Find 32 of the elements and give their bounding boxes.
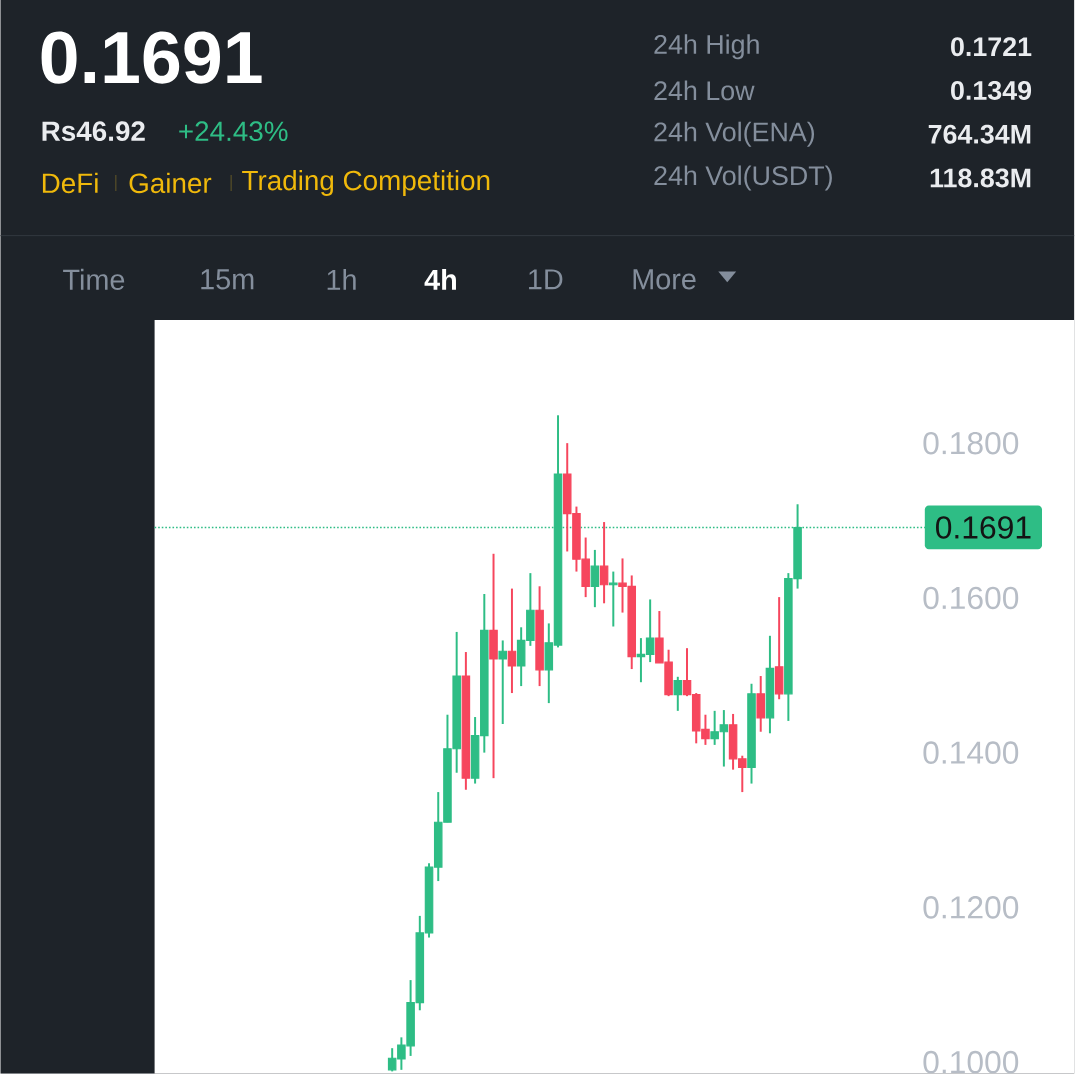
text: DeFi bbox=[43, 172, 98, 194]
text: 0.1691 bbox=[41, 31, 262, 84]
text: 0.1721 bbox=[951, 37, 1032, 57]
text: 24h Low bbox=[654, 80, 755, 101]
text: Rs46.92 bbox=[42, 121, 145, 142]
text: 0.1349 bbox=[951, 80, 1032, 100]
text: 764.34M bbox=[928, 124, 1031, 144]
text: 1D bbox=[529, 269, 563, 290]
text: 24h Vol(USDT) bbox=[654, 165, 833, 191]
candlestick bbox=[673, 675, 683, 712]
text: +24.43% bbox=[179, 121, 288, 142]
y-tick-label: 0.1200 bbox=[923, 896, 1019, 919]
y-tick-label: 0.1400 bbox=[923, 741, 1019, 764]
text: 24h Vol(ENA) bbox=[654, 121, 815, 147]
text: Trading Competition bbox=[242, 169, 490, 196]
candlestick bbox=[507, 587, 517, 695]
text: Time bbox=[63, 268, 125, 290]
y-tick-label: 0.1600 bbox=[923, 586, 1019, 610]
text: 15m bbox=[201, 269, 254, 290]
candlestick bbox=[590, 548, 600, 609]
text: 24h High bbox=[654, 34, 759, 60]
candlestick bbox=[756, 675, 766, 733]
y-tick-label: 0.1800 bbox=[923, 431, 1019, 455]
text: 118.83M bbox=[930, 168, 1031, 188]
text: 1h bbox=[327, 268, 356, 290]
text: Gainer bbox=[129, 172, 212, 194]
text: More bbox=[633, 269, 696, 290]
candlestick bbox=[599, 521, 609, 605]
y-tick-label: 0.1000 bbox=[923, 1050, 1019, 1074]
candlestick bbox=[498, 639, 508, 725]
text: 4h bbox=[424, 268, 457, 290]
ref-line-label: 0.1691 bbox=[936, 516, 1031, 539]
